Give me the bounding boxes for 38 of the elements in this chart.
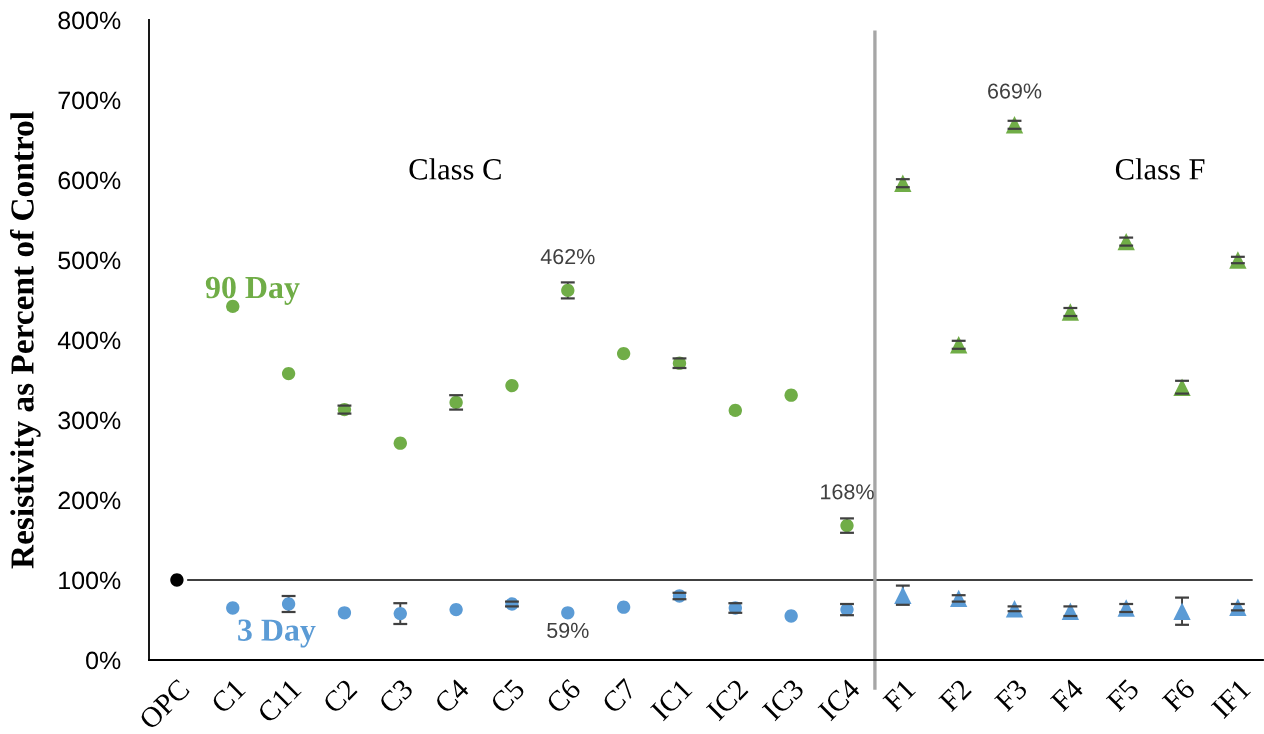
annotation: Class C [409,158,501,180]
x-tick-label: F1 [882,678,916,713]
y-tick-label: 200% [58,491,121,510]
y-tick-label: 500% [58,251,121,270]
x-tick-label: OPC [138,678,191,731]
y-tick-label: 800% [58,11,121,30]
x-tick-label: IC3 [761,678,805,722]
x-tick-label: C7 [601,677,638,715]
x-tick-label: IC4 [817,677,862,722]
annotation: Class F [1115,158,1205,180]
x-tick-label: C6 [545,677,582,715]
x-tick-label: F3 [993,678,1029,713]
x-tick-label: C5 [489,678,526,715]
x-tick-label: C4 [433,677,471,715]
y-axis-title: Resistivity as Percent of Control [9,111,41,569]
y-tick-label: 0% [86,651,121,670]
x-tick-label: C1 [210,678,247,715]
x-tick-label: F6 [1161,677,1196,713]
data-label: 462% [540,248,595,265]
x-tick-label: C11 [256,678,302,724]
y-tick-label: 100% [59,571,121,590]
series-label: 90 Day [205,276,300,305]
x-tick-label: IF1 [1210,678,1251,719]
data-label: 168% [821,484,874,500]
x-tick-label: IC1 [649,678,693,722]
x-tick-label: C2 [321,678,358,715]
series-label: 3 Day [238,619,316,648]
x-tick-label: F4 [1049,677,1085,713]
y-tick-label: 400% [57,331,121,350]
x-tick-label: IC2 [705,678,749,722]
data-label: 669% [988,83,1042,99]
x-tick-label: C3 [377,678,414,715]
y-tick-label: 300% [58,411,121,430]
x-tick-label: F2 [938,678,972,713]
y-tick-label: 700% [58,91,121,110]
x-tick-label: F5 [1105,678,1140,713]
data-label: 59% [547,622,589,639]
y-tick-label: 600% [58,171,121,190]
